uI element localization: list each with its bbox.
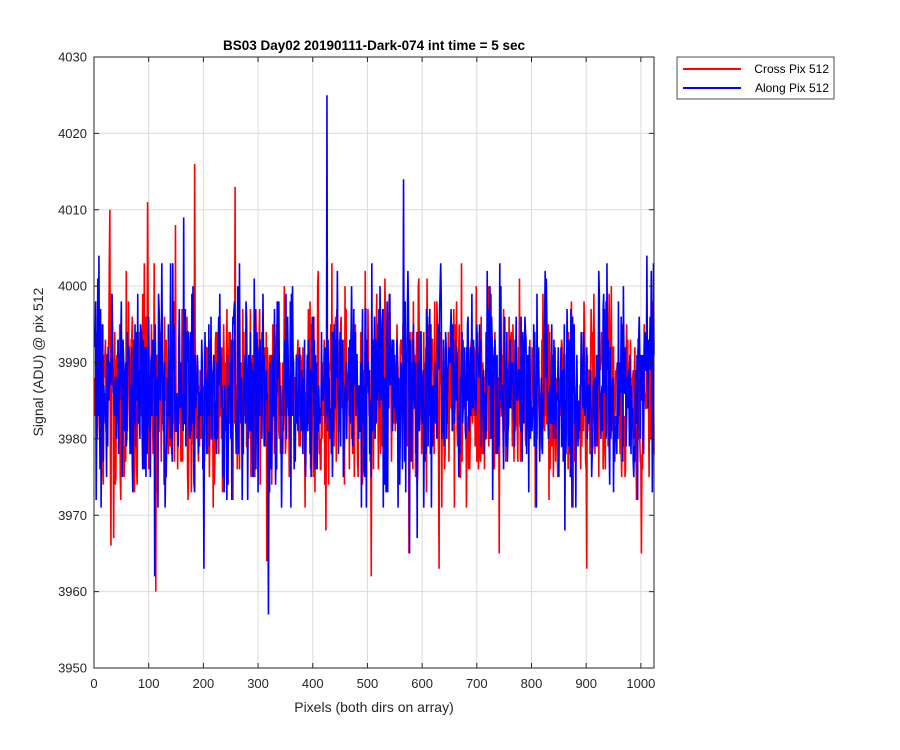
- y-tick-label: 4000: [58, 279, 87, 294]
- legend-label-along: Along Pix 512: [755, 81, 829, 95]
- x-tick-label: 500: [357, 676, 379, 691]
- x-tick-label: 700: [466, 676, 488, 691]
- x-tick-label: 100: [138, 676, 160, 691]
- y-axis-ticks: 3950 3960 3970 3980 3990 4000 4010 4020 4030: [58, 50, 654, 676]
- y-tick-label: 4020: [58, 126, 87, 141]
- x-axis-label: Pixels (both dirs on array): [294, 699, 454, 715]
- x-tick-label: 300: [247, 676, 269, 691]
- y-tick-label: 3960: [58, 584, 87, 599]
- legend[interactable]: Cross Pix 512 Along Pix 512: [676, 56, 835, 100]
- series-line-along-pix-512: [93, 95, 655, 615]
- y-tick-label: 4010: [58, 202, 87, 217]
- chart-title: BS03 Day02 20190111-Dark-074 int time = …: [223, 38, 526, 53]
- x-tick-label: 200: [193, 676, 215, 691]
- y-axis-label: Signal (ADU) @ pix 512: [30, 287, 46, 436]
- x-tick-label: 900: [575, 676, 597, 691]
- x-tick-label: 400: [302, 676, 324, 691]
- x-tick-label: 600: [411, 676, 433, 691]
- y-tick-label: 3970: [58, 508, 87, 523]
- x-tick-label: 800: [521, 676, 543, 691]
- x-tick-label: 1000: [626, 676, 655, 691]
- x-tick-label: 0: [90, 676, 97, 691]
- y-tick-label: 3980: [58, 431, 87, 446]
- legend-label-cross: Cross Pix 512: [754, 62, 829, 76]
- y-tick-label: 4030: [58, 50, 87, 65]
- legend-box: [676, 56, 835, 100]
- y-tick-label: 3950: [58, 661, 87, 676]
- x-axis-ticks: 0 100 200 300 400 500 600 700 800 900 1000: [90, 57, 655, 691]
- series-layer: [93, 95, 655, 615]
- y-tick-label: 3990: [58, 355, 87, 370]
